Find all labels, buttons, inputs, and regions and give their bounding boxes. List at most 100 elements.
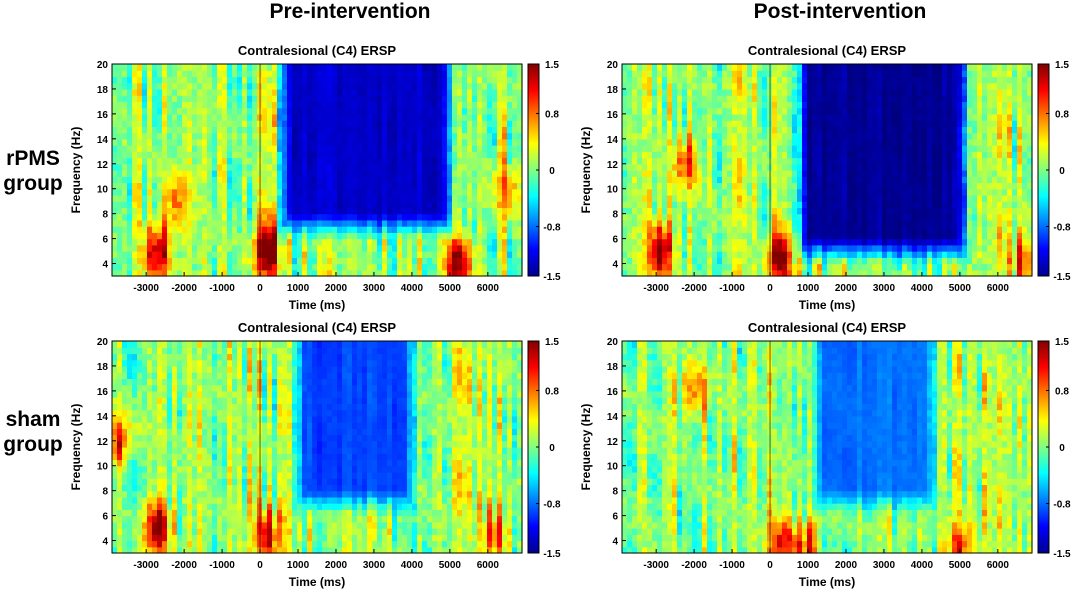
heatmap-cell <box>282 238 288 246</box>
heatmap-cell <box>337 201 343 209</box>
heatmap-cell <box>162 219 168 227</box>
heatmap-cell <box>202 207 208 215</box>
heatmap-cell <box>482 251 488 258</box>
heatmap-cell <box>792 88 798 96</box>
heatmap-cell <box>462 88 468 96</box>
heatmap-cell <box>872 263 878 271</box>
heatmap-cell <box>117 113 123 121</box>
heatmap-cell <box>492 176 498 184</box>
heatmap-cell <box>297 238 303 246</box>
heatmap-cell <box>252 95 258 103</box>
heatmap-cell <box>862 101 868 109</box>
heatmap-cell <box>487 238 493 246</box>
heatmap-cell <box>247 120 253 127</box>
heatmap-cell <box>872 151 878 159</box>
heatmap-cell <box>312 138 318 146</box>
heatmap-cell <box>662 70 668 78</box>
heatmap-cell <box>872 163 878 171</box>
heatmap-cell <box>732 88 738 96</box>
heatmap-cell <box>262 95 268 103</box>
heatmap-cell <box>482 138 488 146</box>
heatmap-cell <box>867 113 873 121</box>
heatmap-cell <box>717 82 723 90</box>
heatmap-cell <box>622 182 628 190</box>
heatmap-cell <box>182 269 188 277</box>
heatmap-cell <box>477 269 483 277</box>
heatmap-cell <box>707 207 713 215</box>
heatmap-cell <box>692 126 698 134</box>
heatmap-cell <box>372 107 378 115</box>
heatmap-cell <box>177 207 183 215</box>
heatmap-cell <box>932 64 938 71</box>
heatmap-cell <box>187 95 193 103</box>
heatmap-cell <box>352 201 358 209</box>
heatmap-cell <box>137 263 143 271</box>
heatmap-cell <box>652 64 658 71</box>
heatmap-cell <box>507 188 513 196</box>
heatmap-cell <box>922 213 928 221</box>
heatmap-cell <box>207 101 213 109</box>
heatmap-cell <box>362 170 368 177</box>
heatmap-cell <box>792 82 798 90</box>
heatmap-cell <box>162 145 168 152</box>
heatmap-cell <box>152 64 158 71</box>
heatmap-cell <box>432 207 438 215</box>
heatmap-cell <box>692 82 698 90</box>
heatmap-cell <box>622 76 628 84</box>
heatmap-cell <box>187 88 193 96</box>
heatmap-cell <box>412 64 418 71</box>
heatmap-cell <box>422 76 428 84</box>
heatmap-cell <box>697 145 703 152</box>
heatmap-cell <box>367 113 373 121</box>
heatmap-cell <box>442 76 448 84</box>
heatmap-cell <box>322 207 328 215</box>
heatmap-cell <box>167 76 173 84</box>
heatmap-cell <box>877 163 883 171</box>
heatmap-cell <box>712 64 718 71</box>
heatmap-cell <box>652 188 658 196</box>
heatmap-cell <box>517 101 523 109</box>
heatmap-cell <box>222 145 228 152</box>
heatmap-cell <box>332 269 338 277</box>
heatmap-cell <box>422 269 428 277</box>
heatmap-cell <box>397 107 403 115</box>
heatmap-cell <box>782 219 788 227</box>
heatmap-cell <box>842 257 848 265</box>
heatmap-cell <box>147 176 153 184</box>
heatmap-cell <box>262 213 268 221</box>
heatmap-cell <box>732 194 738 202</box>
heatmap-cell <box>487 251 493 258</box>
heatmap-cell <box>132 101 138 109</box>
heatmap-cell <box>792 120 798 127</box>
heatmap-cell <box>427 101 433 109</box>
heatmap-cell <box>207 219 213 227</box>
heatmap-cell <box>642 232 648 240</box>
heatmap-cell <box>397 238 403 246</box>
heatmap-cell <box>692 219 698 227</box>
heatmap-cell <box>852 219 858 227</box>
heatmap-cell <box>337 64 343 71</box>
heatmap-cell <box>302 182 308 190</box>
heatmap-cell <box>187 182 193 190</box>
heatmap-cell <box>132 88 138 96</box>
heatmap-cell <box>187 188 193 196</box>
heatmap-cell <box>932 157 938 165</box>
heatmap-cell <box>827 145 833 152</box>
heatmap-cell <box>512 76 518 84</box>
heatmap-cell <box>227 76 233 84</box>
heatmap-cell <box>747 219 753 227</box>
heatmap-cell <box>747 176 753 184</box>
heatmap-cell <box>357 64 363 71</box>
heatmap-cell <box>112 132 118 140</box>
heatmap-cell <box>842 213 848 221</box>
heatmap-cell <box>392 182 398 190</box>
heatmap-cell <box>917 157 923 165</box>
heatmap-cell <box>387 269 393 277</box>
heatmap-cell <box>117 151 123 159</box>
heatmap-cell <box>187 194 193 202</box>
heatmap-cell <box>242 95 248 103</box>
heatmap-cell <box>432 157 438 165</box>
heatmap-cell <box>117 132 123 140</box>
heatmap-cell <box>622 232 628 240</box>
heatmap-cell <box>647 132 653 140</box>
